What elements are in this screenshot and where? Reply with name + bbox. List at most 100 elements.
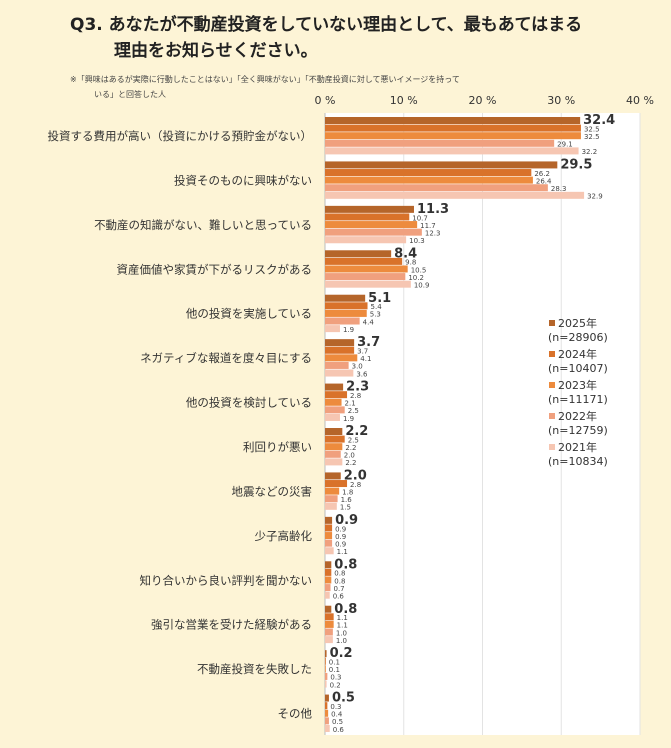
category-label: 不動産の知識がない、難しいと思っている	[94, 218, 312, 232]
x-tick-label: 40 %	[626, 94, 654, 107]
data-label: 0.5	[332, 718, 343, 726]
data-label: 2.2	[345, 444, 356, 452]
bar-1	[325, 124, 581, 132]
bar-3	[325, 584, 331, 592]
bar-1	[325, 391, 348, 399]
legend-label: 2025年	[558, 316, 597, 330]
data-label: 2.5	[348, 407, 359, 415]
legend-swatch-0	[549, 320, 555, 326]
data-label: 29.1	[557, 141, 573, 149]
bar-0	[325, 516, 333, 524]
data-label: 0.6	[333, 726, 345, 734]
data-label: 0.4	[331, 711, 343, 719]
category-label: 少子高齢化	[255, 529, 313, 543]
data-label-main: 2.2	[345, 424, 368, 439]
bar-2	[325, 665, 326, 673]
data-label: 0.8	[334, 570, 345, 578]
data-label-main: 32.4	[583, 113, 615, 128]
bar-4	[325, 325, 340, 333]
chart-title: Q3. あなたが不動産投資をしていない理由として、最もあてはまる 理由をお知らせ…	[70, 12, 582, 64]
bar-4	[325, 591, 330, 599]
bar-2	[325, 132, 581, 140]
bar-1	[325, 213, 410, 221]
bar-1	[325, 346, 355, 354]
bar-1	[325, 169, 532, 177]
bar-3	[325, 139, 555, 147]
bar-4	[325, 724, 330, 732]
legend-n: (n=10834)	[548, 455, 608, 468]
bar-2	[325, 265, 408, 273]
bar-0	[325, 472, 341, 480]
data-label: 1.1	[337, 614, 348, 622]
data-label: 26.2	[534, 170, 550, 178]
category-label: 資産価値や家賃が下がるリスクがある	[117, 262, 313, 276]
data-label: 0.7	[334, 585, 345, 593]
x-tick-label: 30 %	[547, 94, 575, 107]
bar-0	[325, 694, 329, 702]
bar-2	[325, 532, 333, 540]
data-label: 9.8	[405, 259, 416, 267]
data-label: 0.9	[335, 525, 346, 533]
x-tick-label: 10 %	[390, 94, 418, 107]
data-label-main: 2.0	[344, 469, 367, 484]
data-label: 3.7	[357, 348, 368, 356]
bar-3	[325, 228, 422, 236]
bar-3	[325, 406, 345, 414]
data-label: 1.9	[343, 326, 354, 334]
category-label: 強引な営業を受けた経験がある	[151, 618, 312, 632]
legend-n: (n=28906)	[548, 331, 608, 344]
data-label-main: 8.4	[394, 246, 417, 261]
data-label-main: 3.7	[357, 335, 380, 350]
data-label: 5.4	[371, 303, 383, 311]
data-label: 0.3	[330, 674, 341, 682]
legend-swatch-2	[549, 382, 555, 388]
bar-3	[325, 539, 333, 547]
data-label: 2.2	[345, 459, 356, 467]
data-label: 5.3	[370, 311, 381, 319]
bar-2	[325, 709, 329, 717]
data-label: 1.9	[343, 415, 354, 423]
category-label: 知り合いから良い評判を聞かない	[140, 573, 313, 587]
legend-n: (n=11171)	[548, 393, 608, 406]
bar-3	[325, 450, 341, 458]
data-label: 3.6	[356, 370, 368, 378]
legend-label: 2022年	[558, 409, 597, 423]
bar-4	[325, 636, 333, 644]
bar-3	[325, 184, 548, 192]
data-label: 1.1	[337, 548, 348, 556]
data-label: 26.4	[536, 177, 552, 185]
chart-note: ※「興味はあるが実際に行動したことはない」「全く興味がない」「不動産投資に対して…	[70, 72, 610, 102]
bar-2	[325, 309, 367, 317]
data-label: 0.1	[329, 659, 340, 667]
bar-2	[325, 576, 332, 584]
legend-swatch-3	[549, 413, 555, 419]
data-label: 1.0	[336, 637, 347, 645]
category-label: 不動産投資を失敗した	[197, 662, 312, 676]
data-label-main: 0.8	[334, 602, 357, 617]
bar-0	[325, 650, 327, 658]
bar-3	[325, 273, 406, 281]
bar-1	[325, 302, 368, 310]
data-label: 10.7	[412, 214, 428, 222]
bar-0	[325, 605, 332, 613]
data-label: 0.9	[335, 540, 346, 548]
chart-title-line2: 理由をお知らせください。	[114, 41, 318, 61]
bar-2	[325, 354, 358, 362]
bar-1	[325, 702, 328, 710]
bar-3	[325, 495, 338, 503]
bar-1	[325, 480, 348, 488]
data-label: 0.6	[333, 592, 345, 600]
bar-3	[325, 317, 360, 325]
data-label: 0.1	[329, 666, 340, 674]
chart-note-line1: ※「興味はあるが実際に行動したことはない」「全く興味がない」「不動産投資に対して…	[70, 75, 460, 84]
bar-2	[325, 176, 533, 184]
data-label: 0.2	[330, 681, 341, 689]
bar-2	[325, 620, 334, 628]
data-label: 12.3	[425, 229, 441, 237]
data-label: 10.9	[414, 281, 430, 289]
legend-swatch-1	[549, 351, 555, 357]
bar-0	[325, 250, 392, 258]
bar-0	[325, 205, 414, 213]
bar-0	[325, 383, 344, 391]
